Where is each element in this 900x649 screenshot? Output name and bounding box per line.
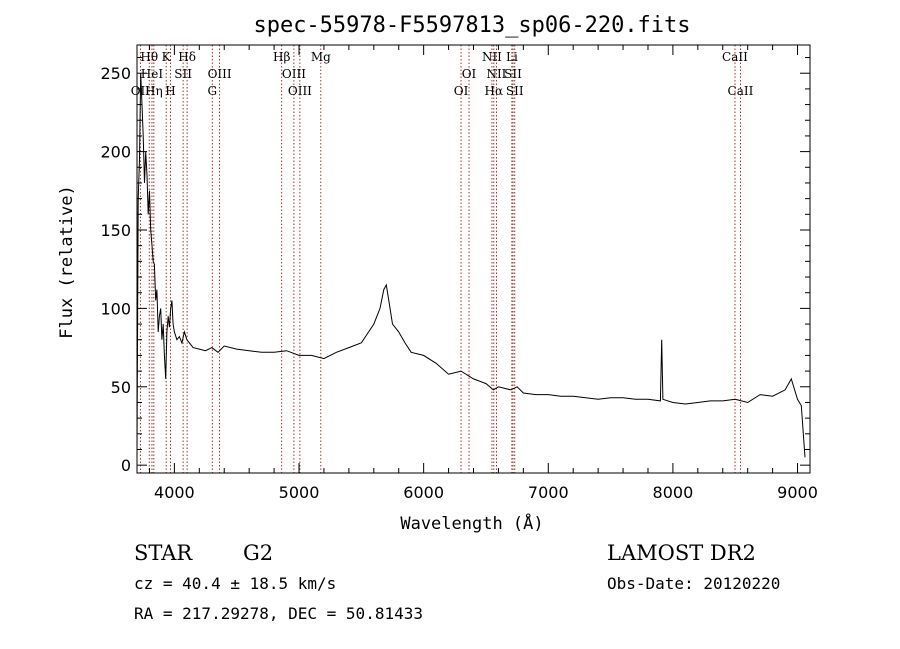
marker-label: CaII: [722, 50, 748, 64]
y-tick-label: 200: [100, 143, 131, 162]
marker-label: OI: [454, 84, 469, 98]
marker-label: Hα: [485, 84, 504, 98]
marker-label: OIII: [282, 67, 306, 81]
marker-label: NII: [486, 67, 506, 81]
x-tick-label: 8000: [653, 483, 694, 502]
y-axis-label: Flux (relative): [57, 185, 77, 339]
x-axis-label: Wavelength (Å): [400, 512, 543, 534]
marker-label: CaII: [728, 84, 754, 98]
y-tick-label: 250: [100, 64, 131, 83]
x-tick-label: 7000: [528, 483, 569, 502]
marker-label: SII: [506, 84, 524, 98]
marker-label: SII: [174, 67, 192, 81]
obs-date: Obs-Date: 20120220: [607, 574, 780, 593]
x-tick-label: 5000: [279, 483, 320, 502]
y-tick-label: 0: [121, 456, 131, 475]
spectrum-line: [136, 73, 806, 458]
y-tick-label: 100: [100, 299, 131, 318]
marker-label: OIII: [208, 67, 232, 81]
x-ticks: 4000 5000 6000 7000 8000 9000: [148, 45, 818, 502]
marker-label: OI: [462, 67, 477, 81]
redshift-cz: cz = 40.4 ± 18.5 km/s: [134, 574, 336, 593]
x-tick-label: 9000: [777, 483, 818, 502]
x-tick-label: 4000: [154, 483, 195, 502]
marker-label: OIII: [288, 84, 312, 98]
marker-label: Li: [506, 50, 518, 64]
marker-label: HeI: [141, 67, 164, 81]
marker-label: NII: [482, 50, 502, 64]
plot-frame: [136, 44, 811, 474]
marker-label: Hθ: [140, 50, 158, 64]
marker-lines: [139, 45, 741, 473]
y-ticks: 0 50 100 150 200 250: [100, 57, 810, 475]
survey-name: LAMOST DR2: [607, 541, 756, 565]
marker-label: G: [207, 84, 217, 98]
object-class: STAR: [134, 541, 193, 565]
chart-title: spec-55978-F5597813_sp06-220.fits: [253, 13, 690, 38]
marker-label: SII: [504, 67, 522, 81]
marker-label: Hη: [145, 84, 163, 98]
marker-label: Hβ: [273, 50, 290, 64]
marker-label: Hδ: [178, 50, 196, 64]
x-tick-label: 6000: [403, 483, 444, 502]
marker-label: K: [162, 50, 172, 64]
marker-label: Mg: [311, 50, 331, 64]
marker-label: H: [165, 84, 175, 98]
y-tick-label: 150: [100, 221, 131, 240]
object-subclass: G2: [243, 541, 273, 565]
coordinates: RA = 217.29278, DEC = 50.81433: [134, 604, 423, 623]
y-tick-label: 50: [111, 378, 131, 397]
marker-labels: HθOIIHeIHηKSIIHHδOIIIGHβOIIIOIIIMgOIOINI…: [131, 50, 754, 98]
